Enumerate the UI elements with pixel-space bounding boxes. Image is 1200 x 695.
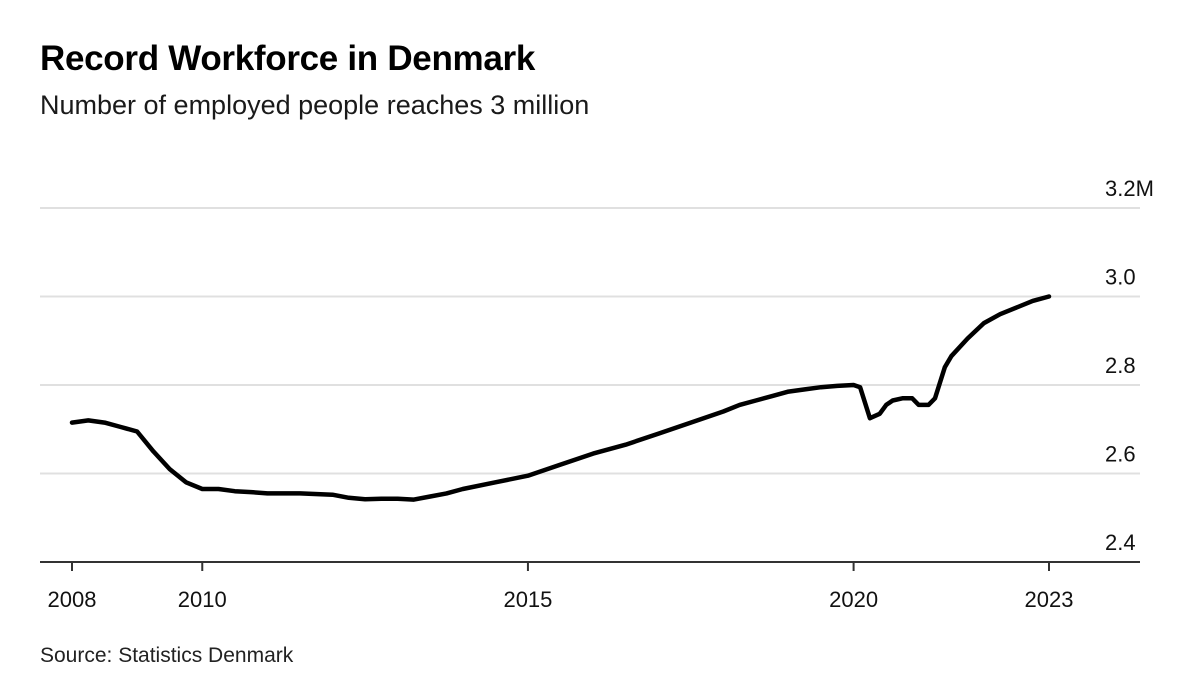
chart-subtitle: Number of employed people reaches 3 mill… (40, 90, 590, 120)
y-tick-label-4: 2.4 (1105, 530, 1136, 555)
x-tick-label-0: 2008 (48, 587, 97, 612)
y-tick-label-3: 2.6 (1105, 442, 1136, 467)
x-tick-label-3: 2020 (829, 587, 878, 612)
x-tick-label-4: 2023 (1025, 587, 1074, 612)
y-tick-label-2: 2.8 (1105, 353, 1136, 378)
y-tick-label-1: 3.0 (1105, 265, 1136, 290)
x-tick-label-1: 2010 (178, 587, 227, 612)
series-line-0 (69, 294, 1052, 502)
source-note: Source: Statistics Denmark (40, 644, 294, 667)
y-tick-label-0: 3.2M (1105, 176, 1154, 201)
chart-title: Record Workforce in Denmark (40, 39, 536, 78)
x-tick-label-2: 2015 (503, 587, 552, 612)
